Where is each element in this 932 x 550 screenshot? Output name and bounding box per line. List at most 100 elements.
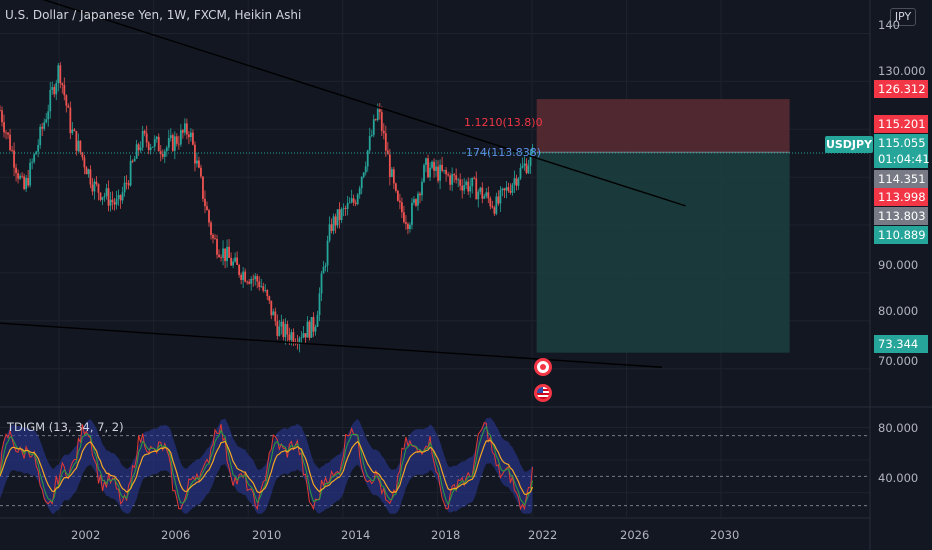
candle-body [302,333,305,338]
candle-body [469,186,472,192]
candle-body [374,119,377,121]
candle-body [121,192,124,201]
currency-box[interactable]: JPY [890,8,916,26]
candle-body [463,185,466,191]
candle-body [123,182,126,193]
candle-body [310,317,313,338]
oscillator-band [0,417,533,514]
x-tick-label: 2010 [252,528,282,542]
candle-body [53,87,56,95]
candle-body [401,202,403,213]
candle-body [198,160,200,168]
candle-body [332,216,335,231]
price-badge-target-level: 110.889 [874,226,928,244]
candle-body [457,179,460,181]
candle-body [67,105,70,108]
x-tick-label: 2018 [431,528,461,542]
candle-body [157,136,160,152]
candle-body [71,129,74,134]
candle-body [441,164,443,171]
candle-body [222,248,224,258]
candle-body [290,332,293,341]
candle-body [493,207,496,214]
candle-body [183,123,186,133]
candle-body [163,151,166,157]
candle-body [173,136,176,151]
candle-body [304,333,307,338]
candle-body [179,130,182,145]
candle-body [392,169,395,184]
candle-body [210,222,212,235]
candle-body [435,166,437,171]
candle-body [489,198,492,207]
candle-body [95,181,98,184]
candle-body [429,167,431,178]
candle-body [425,158,427,165]
candle-body [73,129,76,131]
candle-body [226,246,228,262]
candle-body [59,65,62,84]
price-badge-stop: 126.312 [874,80,928,98]
candle-body [507,187,510,191]
candle-body [23,176,26,190]
candle-body [57,65,60,84]
y-tick-label: 130.000 [878,64,926,78]
candle-body [9,134,11,151]
japan-flag-icon[interactable] [534,358,552,376]
candle-body [276,321,279,336]
candle-body [431,161,433,168]
candle-body [103,196,106,198]
candle-body [125,182,128,184]
candle-body [47,111,50,120]
candle-body [187,134,190,138]
candle-body [523,163,526,166]
candle-body [495,196,498,214]
indicator-title[interactable]: TDIGM (13, 34, 7, 2) [7,420,124,434]
candle-body [87,169,90,175]
candle-body [224,248,226,262]
trendline [42,0,686,207]
candle-body [529,153,532,166]
candle-body [256,276,259,282]
candle-body [407,223,409,229]
candle-body [368,136,371,151]
candle-body [421,181,423,196]
candle-body [437,166,439,181]
candle-body [487,192,490,199]
candle-body [75,130,78,151]
candle-body [338,209,341,221]
candle-body [202,176,204,199]
candle-body [212,234,214,239]
price-badge: 113.803 [874,207,928,225]
candle-body [390,169,393,177]
candle-body [405,222,407,224]
price-badge: 113.998 [874,188,928,206]
candle-body [356,194,359,205]
us-flag-icon[interactable] [534,384,552,402]
symbol-tag[interactable]: USDJPY [825,136,873,153]
candle-body [376,109,379,121]
candle-body [445,169,448,175]
candle-body [270,300,273,316]
order-label[interactable]: -174(113.838) [462,146,542,159]
candle-body [350,198,353,203]
candle-body [443,169,446,171]
candle-body [318,293,321,316]
trendlines[interactable] [0,0,870,368]
candle-body [316,315,319,327]
candle-body [473,177,476,179]
candle-body [61,83,64,86]
position-zones[interactable] [536,99,790,353]
candle-body [196,160,198,164]
candle-body [286,324,289,335]
candle-body [192,132,194,145]
risk-zone [536,99,790,153]
candle-body [21,175,24,177]
candle-body [242,271,245,280]
candle-body [501,188,504,191]
candle-body [145,133,148,143]
candle-body [258,281,261,287]
candle-body [372,119,375,136]
candle-body [360,177,363,189]
